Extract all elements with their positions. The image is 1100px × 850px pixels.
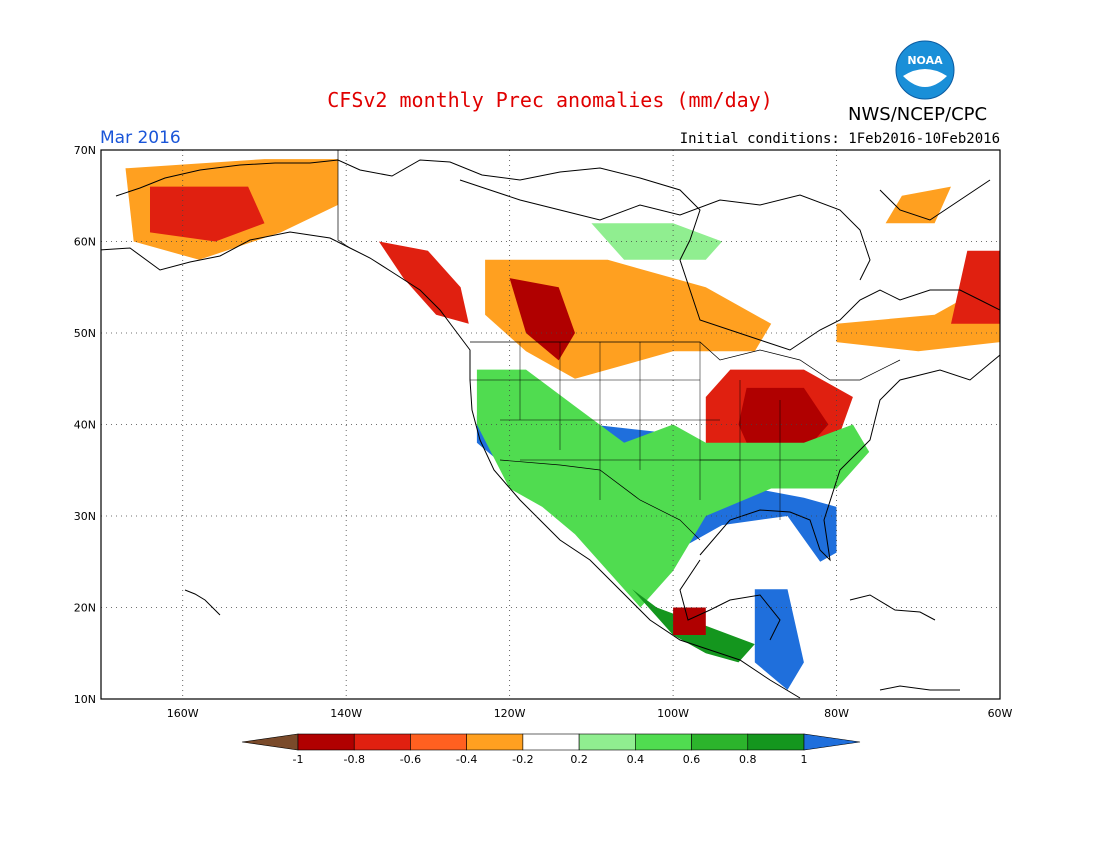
lon-label: 160W [167, 707, 199, 720]
initial-conditions: Initial conditions: 1Feb2016-10Feb2016 [679, 131, 1000, 147]
coastline-west [101, 231, 801, 699]
colorbar-box [522, 733, 580, 751]
region-west-wet-fringe [476, 369, 870, 608]
lat-label: 20N [74, 602, 96, 615]
agency-label: NWS/NCEP/CPC [848, 104, 988, 125]
state-lines [470, 342, 840, 520]
noaa-logo: NOAA [895, 40, 955, 100]
plot-frame [100, 149, 1001, 700]
lon-label: 140W [330, 707, 362, 720]
colorbar-arrow-high [803, 733, 861, 751]
us-canada-border [470, 341, 901, 381]
coastline-hawaii [184, 589, 221, 616]
colorbar-box [691, 733, 749, 751]
lat-label: 40N [74, 419, 96, 432]
region-alaska-dry-strong [150, 186, 265, 242]
map-title: CFSv2 monthly Prec anomalies (mm/day) [327, 88, 773, 112]
lat-label: 60N [74, 236, 96, 249]
colorbar-tick-label: -1 [293, 753, 304, 766]
lat-label: 30N [74, 510, 96, 523]
colorbar: -1 -0.8 -0.6 -0.4 -0.2 0.2 0.4 0.6 0.8 1 [241, 733, 861, 766]
colorbar-box [297, 733, 355, 751]
noaa-logo-gull [903, 69, 947, 87]
coastline-caribbean [849, 594, 960, 691]
colorbar-box [353, 733, 411, 751]
colorbar-tick-label: -0.2 [512, 753, 533, 766]
colorbar-tick-label: -0.8 [343, 753, 364, 766]
coastline-north-america [115, 159, 1000, 351]
region-bc-coast-dry [378, 241, 469, 324]
region-greenland-tip-dry [885, 186, 951, 224]
anomaly-regions [125, 159, 1000, 690]
noaa-logo-text: NOAA [907, 54, 943, 67]
colorbar-tick-label: 0.6 [683, 753, 701, 766]
colorbar-tick-label: 0.2 [570, 753, 588, 766]
lat-label: 70N [74, 144, 96, 157]
axis-labels: 70N 60N 50N 40N 30N 20N 10N 160W 140W 120W 100W 80W… [74, 144, 1013, 720]
colorbar-box [466, 733, 524, 751]
colorbar-box [635, 733, 692, 751]
lon-label: 80W [824, 707, 849, 720]
coastlines [101, 159, 1000, 699]
political-borders [337, 150, 901, 541]
region-central-america-wet [754, 589, 804, 690]
coastline-gulf [679, 354, 1000, 641]
region-labrador-dry-strong [951, 250, 1000, 324]
lon-label: 60W [988, 707, 1013, 720]
region-quebec-dry [836, 259, 1000, 352]
colorbar-box [747, 733, 805, 751]
colorbar-box [578, 733, 636, 751]
colorbar-tick-label: 0.8 [739, 753, 757, 766]
colorbar-arrow-low [241, 733, 299, 751]
colorbar-tick-label: -0.6 [400, 753, 421, 766]
lon-label: 100W [657, 707, 689, 720]
coastline-arctic [459, 179, 991, 281]
colorbar-box [410, 733, 467, 751]
colorbar-tick-label: 1 [801, 753, 808, 766]
forecast-month: Mar 2016 [100, 128, 181, 148]
colorbar-tick-label: 0.4 [627, 753, 645, 766]
region-mexico-dry [673, 607, 706, 635]
us-mexico-border [499, 459, 701, 541]
colorbar-tick-label: -0.4 [456, 753, 477, 766]
region-alberta-dry-strong [509, 278, 575, 361]
lat-label: 10N [74, 693, 96, 706]
lat-label: 50N [74, 327, 96, 340]
lon-label: 120W [494, 707, 526, 720]
